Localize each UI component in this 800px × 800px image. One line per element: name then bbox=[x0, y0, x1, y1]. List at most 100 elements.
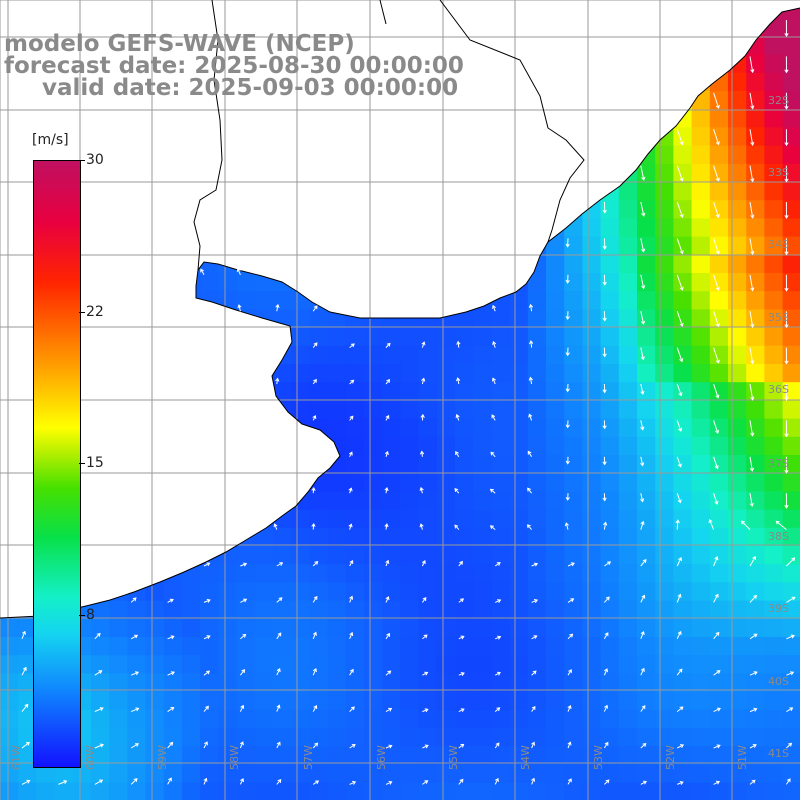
wind-speed-cell bbox=[127, 600, 147, 620]
wind-speed-cell bbox=[637, 309, 656, 329]
wind-vector bbox=[676, 493, 681, 503]
wind-speed-cell bbox=[673, 728, 693, 747]
wind-speed-cell bbox=[691, 145, 711, 165]
wind-speed-cell bbox=[582, 782, 602, 800]
wind-speed-cell bbox=[564, 618, 583, 638]
wind-speed-cell bbox=[400, 455, 420, 474]
wind-speed-cell bbox=[728, 546, 747, 565]
wind-vector-head bbox=[492, 341, 497, 346]
wind-speed-cell bbox=[236, 655, 256, 674]
wind-speed-cell bbox=[728, 254, 747, 274]
wind-vector bbox=[203, 599, 211, 603]
wind-speed-cell bbox=[182, 600, 201, 620]
wind-speed-cell bbox=[309, 600, 329, 620]
wind-speed-cell bbox=[582, 582, 602, 602]
wind-speed-cell bbox=[418, 582, 438, 602]
wind-speed-cell bbox=[691, 254, 711, 274]
wind-speed-cell bbox=[709, 582, 729, 602]
wind-speed-cell bbox=[182, 582, 201, 602]
wind-speed-cell bbox=[18, 691, 37, 711]
wind-speed-cell bbox=[564, 491, 583, 511]
wind-speed-cell bbox=[746, 782, 765, 800]
wind-vector-head bbox=[277, 778, 282, 783]
wind-vector-head bbox=[348, 487, 353, 492]
wind-speed-cell bbox=[236, 764, 256, 784]
wind-speed-cell bbox=[382, 364, 401, 383]
wind-speed-cell bbox=[637, 709, 656, 729]
wind-vector bbox=[458, 708, 465, 713]
wind-vector-head bbox=[715, 631, 720, 636]
wind-speed-cell bbox=[618, 746, 638, 765]
wind-vector-head bbox=[275, 377, 280, 382]
wind-speed-cell bbox=[782, 582, 800, 602]
wind-speed-cell bbox=[564, 418, 583, 438]
wind-speed-cell bbox=[473, 691, 492, 711]
wind-speed-cell bbox=[455, 691, 474, 711]
wind-speed-cell bbox=[364, 728, 383, 747]
wind-speed-cell bbox=[691, 728, 711, 747]
wind-vector-head bbox=[98, 670, 103, 674]
wind-speed-cell bbox=[582, 364, 602, 383]
wind-speed-cell bbox=[163, 600, 183, 620]
wind-speed-cell bbox=[127, 655, 147, 674]
wind-speed-cell bbox=[582, 455, 602, 474]
wind-speed-cell bbox=[182, 782, 201, 800]
wind-speed-cell bbox=[491, 345, 511, 365]
wind-vector-head bbox=[603, 521, 608, 526]
wind-speed-cell bbox=[637, 546, 656, 565]
longitude-label: 59W bbox=[156, 745, 169, 770]
wind-speed-cell bbox=[254, 691, 274, 711]
wind-speed-cell bbox=[400, 782, 420, 800]
wind-speed-cell bbox=[418, 600, 438, 620]
wind-speed-cell bbox=[618, 691, 638, 711]
wind-vector bbox=[749, 165, 754, 182]
wind-speed-cell bbox=[728, 600, 747, 620]
wind-speed-cell bbox=[218, 618, 238, 638]
wind-speed-cell bbox=[764, 345, 784, 365]
wind-speed-cell bbox=[764, 218, 784, 238]
wind-speed-cell bbox=[746, 582, 765, 602]
wind-speed-cell bbox=[309, 728, 329, 747]
wind-speed-cell bbox=[364, 473, 383, 492]
wind-speed-cell bbox=[746, 728, 765, 747]
wind-vector-head bbox=[752, 744, 757, 748]
wind-vector-head bbox=[784, 504, 789, 509]
wind-vector-head bbox=[640, 631, 645, 636]
wind-vector-head bbox=[750, 69, 755, 74]
wind-vector-head bbox=[678, 557, 682, 562]
wind-speed-cell bbox=[127, 691, 147, 711]
wind-speed-cell bbox=[382, 655, 401, 674]
wind-speed-cell bbox=[746, 527, 765, 547]
wind-speed-cell bbox=[491, 782, 511, 800]
wind-vector bbox=[422, 744, 429, 749]
wind-vector-head bbox=[349, 631, 354, 637]
wind-vector-head bbox=[22, 666, 27, 671]
wind-speed-cell bbox=[309, 655, 329, 674]
wind-vector-head bbox=[715, 286, 720, 291]
wind-vector bbox=[491, 414, 496, 421]
wind-speed-cell bbox=[163, 782, 183, 800]
wind-speed-cell bbox=[309, 327, 329, 347]
wind-speed-cell bbox=[564, 637, 583, 656]
wind-speed-cell bbox=[728, 309, 747, 329]
wind-speed-cell bbox=[637, 637, 656, 656]
wind-speed-cell bbox=[418, 691, 438, 711]
wind-vector bbox=[640, 201, 645, 216]
wind-vector bbox=[167, 707, 174, 713]
wind-speed-cell bbox=[273, 637, 292, 656]
wind-vector-head bbox=[749, 502, 754, 507]
wind-speed-cell bbox=[546, 709, 565, 729]
wind-speed-cell bbox=[109, 764, 128, 784]
wind-speed-cell bbox=[655, 582, 674, 602]
wind-speed-cell bbox=[691, 546, 711, 565]
wind-vector-head bbox=[455, 451, 459, 455]
wind-speed-cell bbox=[764, 709, 784, 729]
wind-speed-cell bbox=[637, 782, 656, 800]
wind-vector-head bbox=[605, 779, 610, 784]
wind-speed-cell bbox=[491, 564, 511, 583]
wind-vector bbox=[749, 595, 757, 603]
latitude-label: 36S bbox=[768, 383, 789, 396]
wind-speed-cell bbox=[364, 455, 383, 474]
wind-speed-cell bbox=[509, 600, 529, 620]
wind-speed-cell bbox=[145, 655, 165, 674]
